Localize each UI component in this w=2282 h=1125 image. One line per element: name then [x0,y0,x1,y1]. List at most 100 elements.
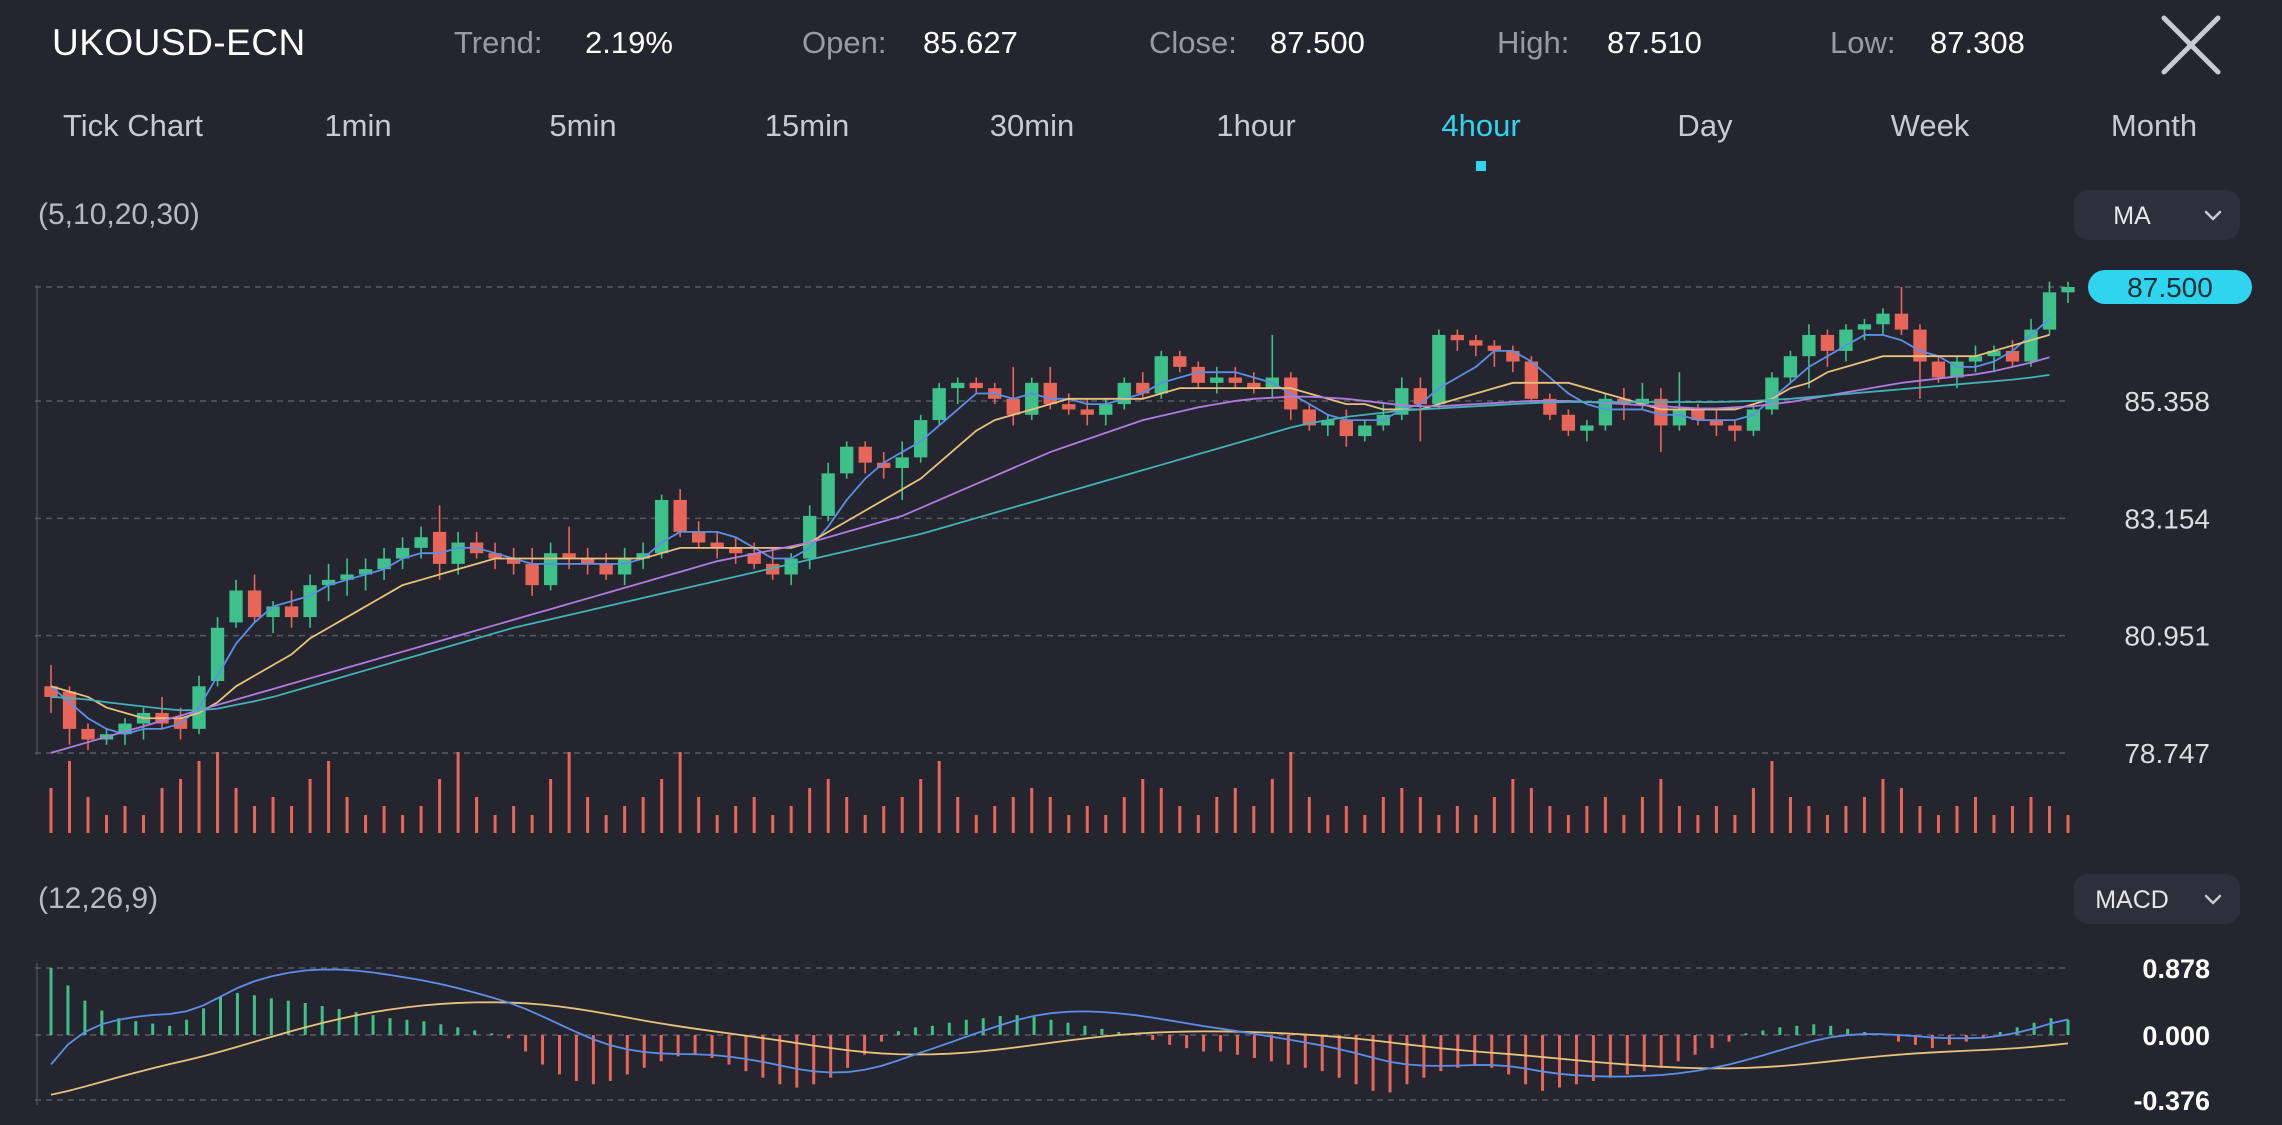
candle-body [303,585,317,618]
candle-body [673,499,687,532]
candle-body [1487,345,1502,351]
macd-dif-line [50,968,2069,1078]
candle-body [1783,356,1798,378]
candle-body [395,547,410,559]
trend-value: 2.19% [585,25,673,60]
candle-body [1228,377,1242,383]
candle-body [525,563,539,586]
open-label: Open: [802,25,887,60]
macd-dropdown[interactable]: MACD [2074,874,2240,924]
tab-1min[interactable]: 1min [324,108,392,143]
trend-label: Trend: [454,25,543,60]
tab-30min[interactable]: 30min [989,108,1075,143]
candle-body [1913,329,1927,362]
ma-line-1 [50,334,2050,720]
ma-dropdown[interactable]: MA [2074,190,2240,240]
tab-month[interactable]: Month [2110,108,2198,143]
candle-body [1857,324,1872,330]
candle-body [1173,356,1187,367]
macd-dropdown-label: MACD [2095,886,2169,914]
candle-body [247,590,262,618]
candle-body [1931,361,1946,378]
candle-body [1191,366,1205,383]
candle-body [1728,425,1742,431]
candle-body [1358,425,1372,437]
candle-body [1154,356,1168,394]
close-x-icon[interactable] [2158,12,2224,78]
candle-body [710,542,724,548]
candle-body [932,388,946,421]
candle-body [62,691,77,729]
candle-body [1802,334,1816,357]
high-value: 87.510 [1607,25,1702,60]
candle-body [1099,404,1113,415]
tab-day[interactable]: Day [1677,108,1733,143]
tab-4hour[interactable]: 4hour [1441,108,1521,143]
candle-body [636,553,650,559]
candle-body [210,627,225,681]
tab-tick-chart[interactable]: Tick Chart [62,108,204,143]
candle-body [1709,420,1724,426]
candle-body [1432,334,1446,405]
close-label: Close: [1149,25,1237,60]
candle-body [729,547,743,554]
candle-body [747,553,761,564]
candle-body [840,446,854,474]
tab-5min[interactable]: 5min [549,108,617,143]
candle-body [1524,361,1539,399]
candle-body [1469,340,1483,346]
ma-line-0 [50,318,2051,736]
candle-body [1506,350,1520,362]
tab-week[interactable]: Week [1890,108,1970,143]
candle-body [1450,334,1465,341]
symbol-title: UKOUSD-ECN [52,22,306,63]
candle-body [821,473,835,516]
high-label: High: [1497,25,1570,60]
price-tick-label: 83.154 [2124,503,2210,534]
ma-line-3 [50,373,2050,712]
candle-body [118,723,132,735]
candle-body [506,558,521,564]
candle-body [340,574,354,580]
candle-body [691,531,706,543]
macd-signal-line [50,1001,2069,1096]
candle-body [1987,350,2001,357]
candle-body [1006,398,1020,415]
macd-tick-label: 0.000 [2142,1021,2210,1051]
timeframe-tabs: Tick Chart 1min 5min 15min 30min 1hour 4… [0,108,2282,168]
tab-15min[interactable]: 15min [764,108,850,143]
current-price-badge [2088,270,2252,304]
candle-body [1043,382,1057,405]
price-tick-label: 85.358 [2124,386,2210,417]
candle-body [1561,414,1576,431]
candle-body [951,382,965,389]
candle-body [877,462,891,469]
low-label: Low: [1830,25,1896,60]
candle-body [2042,292,2057,330]
candle-body [1247,382,1261,389]
candle-body [377,558,391,570]
price-tick-label: 80.951 [2124,621,2210,652]
candle-body [266,606,280,618]
candle-body [229,590,243,623]
candle-body [44,686,58,697]
candle-body [654,499,669,554]
current-price-label: 87.500 [2127,272,2213,303]
candle-body [1339,420,1353,437]
open-value: 85.627 [923,25,1018,60]
active-tab-indicator [1476,161,1486,171]
candle-body [432,531,447,564]
tab-1hour[interactable]: 1hour [1216,108,1296,143]
candle-body [895,457,909,469]
header-bar: UKOUSD-ECN Trend: 2.19% Open: 85.627 Clo… [0,0,2282,90]
candle-body [1580,425,1594,431]
candle-body [451,542,465,564]
candle-body [284,606,299,618]
candle-body [858,446,872,463]
candle-body [1746,409,1761,431]
candle-body [1691,409,1705,421]
candle-body [358,569,373,575]
candle-body [1136,382,1150,394]
candle-body [414,537,428,548]
